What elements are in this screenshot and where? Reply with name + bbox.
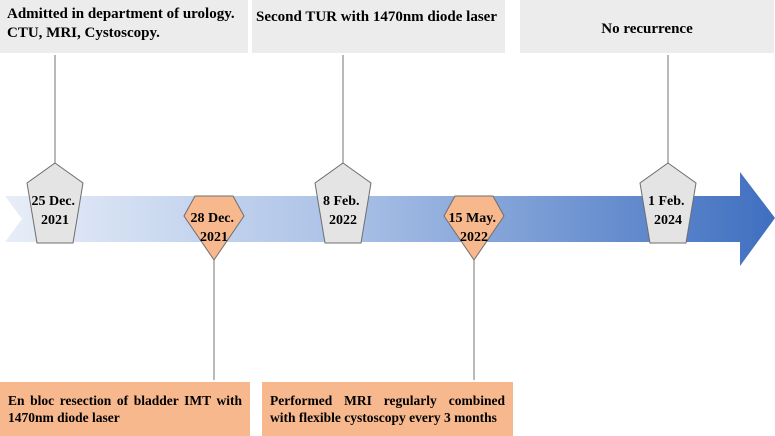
date-label-4-line1: 15 May. xyxy=(449,211,496,226)
event-text-admitted-line1: Admitted in department of urology. xyxy=(7,6,235,22)
date-marker-1 xyxy=(26,162,84,244)
svg-text:25 Dec. 2021: 25 Dec. 2021 xyxy=(31,194,78,228)
date-label-5-line1: 1 Feb. xyxy=(648,194,685,209)
event-box-en-bloc-resection: En bloc resection of bladder IMT with 14… xyxy=(0,382,250,436)
timeline-arrow xyxy=(5,172,775,266)
date-label-2-line1: 28 Dec. xyxy=(190,211,234,226)
event-box-no-recurrence: No recurrence xyxy=(520,0,774,53)
svg-text:8 Feb. 2022: 8 Feb. 2022 xyxy=(323,194,363,228)
date-marker-4 xyxy=(443,195,505,261)
event-text-second-tur: Second TUR with 1470nm diode laser xyxy=(256,9,497,25)
svg-text:28 Dec. 2021: 28 Dec. 2021 xyxy=(190,211,237,245)
event-text-mri-followup: Performed MRI regularly combined with fl… xyxy=(270,393,505,425)
date-marker-2 xyxy=(183,195,245,261)
date-marker-3 xyxy=(314,162,372,244)
date-label-1-line2: 2021 xyxy=(41,213,69,228)
date-label-3-line2: 2022 xyxy=(329,213,357,228)
date-label-4-line2: 2022 xyxy=(460,230,488,245)
date-marker-5 xyxy=(639,162,697,244)
event-box-mri-followup: Performed MRI regularly combined with fl… xyxy=(262,382,513,436)
svg-text:1 Feb. 2024: 1 Feb. 2024 xyxy=(648,194,688,228)
event-text-en-bloc-resection: En bloc resection of bladder IMT with 14… xyxy=(8,393,242,425)
date-label-3-line1: 8 Feb. xyxy=(323,194,360,209)
event-box-second-tur: Second TUR with 1470nm diode laser xyxy=(252,0,505,53)
date-label-5-line2: 2024 xyxy=(654,213,682,228)
event-text-admitted-line2: CTU, MRI, Cystoscopy. xyxy=(7,25,160,41)
event-box-admitted: Admitted in department of urology. CTU, … xyxy=(0,0,248,53)
date-label-1-line1: 25 Dec. xyxy=(31,194,75,209)
event-text-no-recurrence: No recurrence xyxy=(601,21,693,37)
svg-text:15 May. 2022: 15 May. 2022 xyxy=(449,211,500,245)
date-label-2-line2: 2021 xyxy=(200,230,228,245)
